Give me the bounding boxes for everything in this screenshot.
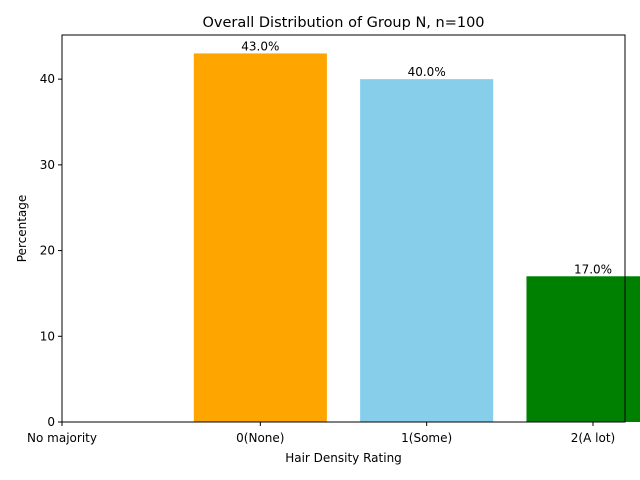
y-tick-label-2: 20 [40,244,55,258]
x-tick-label-0: No majority [27,431,97,445]
bars-group [193,53,640,423]
y-tick-label-0: 0 [47,415,55,429]
data-label-3: 17.0% [574,262,612,276]
y-tick-label-3: 30 [40,158,55,172]
x-axis-label: Hair Density Rating [285,451,402,465]
data-label-2: 40.0% [408,65,446,79]
data-label-1: 43.0% [241,39,279,53]
y-tick-label-1: 10 [40,329,55,343]
data-labels-group: 43.0% 40.0% 17.0% [241,39,612,276]
bar-3 [526,276,640,422]
x-tick-label-2: 1(Some) [401,431,452,445]
bar-1 [193,53,327,423]
x-tick-label-3: 2(A lot) [571,431,615,445]
y-axis-label: Percentage [15,195,29,263]
x-tick-label-1: 0(None) [236,431,284,445]
chart-title: Overall Distribution of Group N, n=100 [202,15,484,31]
y-tick-label-4: 40 [40,72,55,86]
plot-frame [61,34,626,423]
y-axis-ticks: 0 10 20 30 40 [40,72,62,429]
bar-2 [360,79,494,423]
x-axis-ticks: No majority 0(None) 1(Some) 2(A lot) [27,422,615,445]
